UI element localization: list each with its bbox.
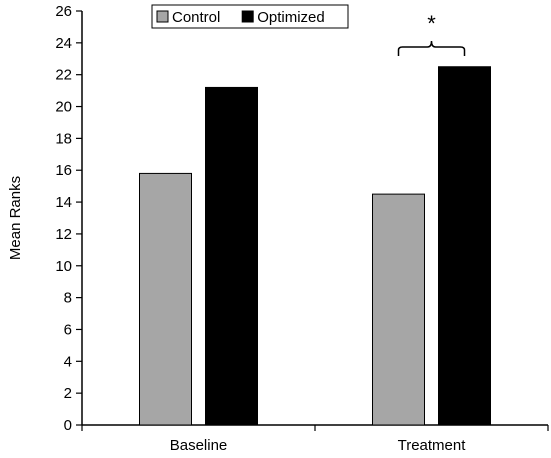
significance-annotation: * [397,11,466,56]
x-category-label: Treatment [398,437,467,454]
y-tick-label: 4 [64,353,72,370]
legend: Control Optimized [151,4,349,29]
legend-swatch-control [156,10,169,23]
y-tick-label: 12 [55,226,72,243]
bar-optimized-treatment [438,66,491,426]
x-axis-labels: Baseline Treatment [170,437,467,454]
bar-control-treatment [372,193,425,426]
y-tick-label: 24 [55,35,72,52]
y-tick-label: 20 [55,99,72,116]
y-tick-label: 0 [64,417,72,434]
bar-control-baseline [139,172,192,426]
y-tick-label: 22 [55,67,72,84]
y-tick-label: 26 [55,3,72,20]
bar-group [139,66,491,426]
legend-swatch-optimized [241,10,254,23]
significance-bracket [397,40,466,56]
y-tick-label: 2 [64,385,72,402]
legend-label-control: Control [172,9,220,26]
legend-label-optimized: Optimized [257,9,325,26]
y-tick-label: 18 [55,130,72,147]
significance-star: * [427,11,436,36]
y-tick-label: 14 [55,194,72,211]
y-tick-label: 16 [55,162,72,179]
y-tick-label: 10 [55,258,72,275]
x-category-label: Baseline [170,437,228,454]
y-tick-label: 6 [64,321,72,338]
y-axis-title: Mean Ranks [7,176,24,260]
bar-optimized-baseline [205,86,258,426]
y-tick-label: 8 [64,290,72,307]
